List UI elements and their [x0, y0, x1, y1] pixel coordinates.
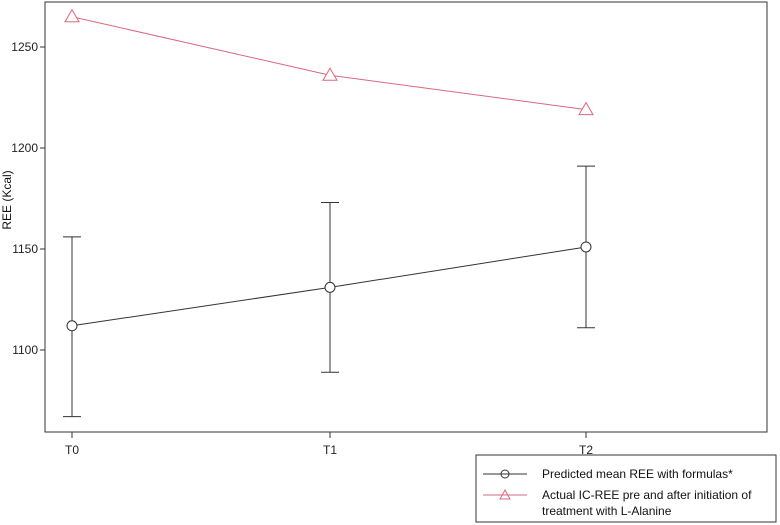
y-axis: 1100 1150 1200 1250 [11, 40, 45, 357]
series-layer [63, 8, 595, 418]
legend-box [475, 454, 777, 523]
series-line-actual [71, 16, 587, 111]
y-tick-label-1100: 1100 [12, 343, 38, 357]
y-tick-label-1250: 1250 [11, 40, 38, 54]
plot-frame [44, 1, 768, 433]
point-actual-T0 [64, 8, 80, 23]
y-axis-title: REE (Kcal) [0, 170, 14, 229]
point-actual-T2 [578, 101, 594, 116]
x-axis: T0 T1 T2 [65, 432, 593, 457]
x-tick-label-T2: T2 [579, 443, 593, 457]
legend-marker-predicted [500, 469, 510, 479]
point-actual-T1 [322, 67, 338, 81]
legend-marker-actual [499, 488, 511, 500]
y-tick-label-1150: 1150 [12, 242, 38, 256]
legend-label-predicted: Predicted mean REE with formulas* [542, 467, 733, 481]
y-tick-label-1200: 1200 [11, 141, 38, 155]
x-tick-label-T0: T0 [65, 443, 79, 457]
point-predicted-T0 [66, 320, 78, 332]
point-predicted-T2 [580, 241, 592, 253]
legend: Predicted mean REE with formulas* Actual… [475, 454, 777, 523]
legend-label-actual-line2: treatment with L-Alanine [542, 504, 672, 518]
x-tick-label-T1: T1 [323, 443, 337, 457]
legend-label-actual-line1: Actual IC-REE pre and after initiation o… [542, 488, 752, 502]
point-predicted-T1 [324, 281, 336, 293]
